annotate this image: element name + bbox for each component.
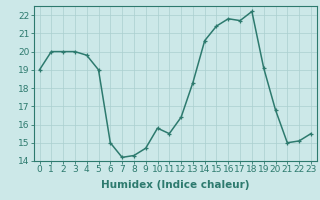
X-axis label: Humidex (Indice chaleur): Humidex (Indice chaleur) (101, 180, 250, 190)
